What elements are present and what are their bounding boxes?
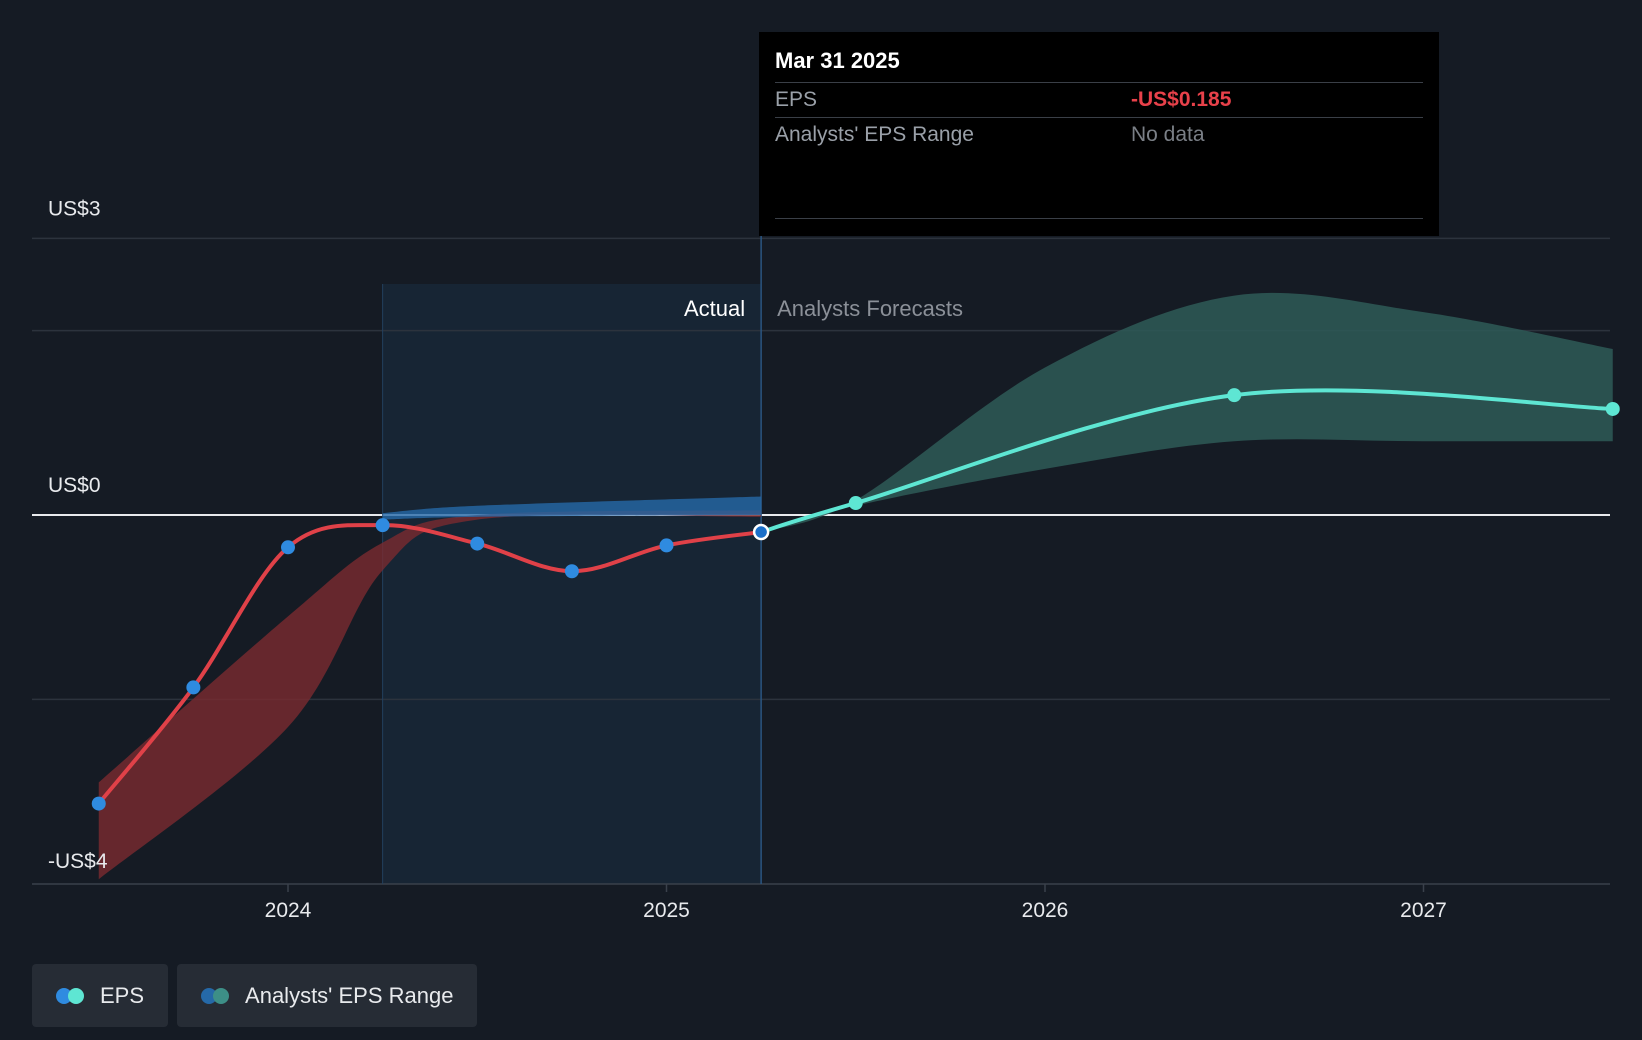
eps-forecast-point[interactable] [848,496,863,511]
y-axis-label: US$3 [48,197,101,220]
eps-actual-point[interactable] [281,540,295,555]
eps-actual-point[interactable] [186,680,201,695]
forecast-range-area [761,292,1613,533]
eps-actual-point[interactable] [470,536,485,551]
legend-eps-label: EPS [100,982,145,1008]
tooltip-eps-value: -US$0.185 [1131,88,1232,111]
legend-item-eps[interactable]: EPS [32,964,169,1027]
y-axis-labels: US$3 US$0 -US$4 [48,197,108,873]
eps-actual-point[interactable] [375,518,390,533]
tooltip-range-value: No data [1131,123,1205,146]
past-range-band [382,496,762,520]
eps-forecast-point[interactable] [1227,388,1242,403]
tooltip-eps-label: EPS [775,88,818,111]
tooltip-date: Mar 31 2025 [775,48,900,73]
tooltip-row-range: Analysts' EPS Range No data [775,117,1423,152]
eps-forecast-point[interactable] [1605,401,1620,416]
legend-item-eps-range[interactable]: Analysts' EPS Range [177,964,478,1027]
eps-forecast-line [759,388,1615,535]
x-axis-label: 2024 [265,899,312,922]
eps-actual-point[interactable] [564,564,579,579]
tooltip: Mar 31 2025 EPS -US$0.185 Analysts' EPS … [759,32,1439,236]
eps-swatch-icon [56,987,86,1004]
x-axis-label: 2027 [1400,899,1447,922]
eps-range-swatch-icon [201,987,231,1004]
eps-actual-point[interactable] [659,538,674,553]
actual-region-shade [382,284,762,884]
highlighted-point[interactable] [752,523,770,541]
data-points [91,388,1620,811]
x-axis-label: 2026 [1022,899,1069,922]
y-axis-label: -US$4 [48,850,108,873]
legend-eps-range-label: Analysts' EPS Range [245,982,454,1008]
actual-region-label: Actual [684,296,745,321]
tooltip-row-eps: EPS -US$0.185 [775,82,1423,117]
forecast-region-label: Analysts Forecasts [777,296,963,321]
x-axis-label: 2025 [643,899,690,922]
tooltip-divider [775,218,1423,219]
legend: EPS Analysts' EPS Range [32,964,478,1027]
past-estimate-range-area [98,510,762,880]
y-axis-label: US$0 [48,474,101,497]
tooltip-range-label: Analysts' EPS Range [775,123,974,146]
eps-actual-point[interactable] [91,796,106,811]
x-axis-labels: 2024 2025 2026 2027 [265,884,1447,922]
